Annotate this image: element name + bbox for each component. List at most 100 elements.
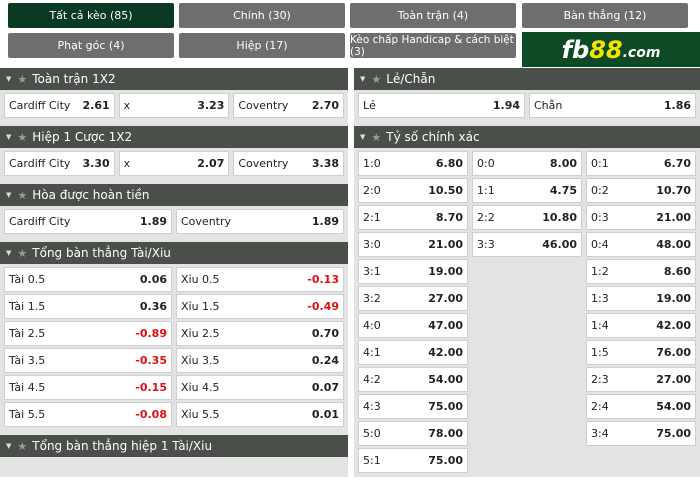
odds-cell[interactable]: 1:2 8.60 (586, 259, 696, 284)
odds-cell[interactable]: 4:1 42.00 (358, 340, 468, 365)
caret-down-icon[interactable]: ▼ (6, 133, 12, 141)
odds-cell[interactable]: 3:0 21.00 (358, 232, 468, 257)
star-icon[interactable]: ★ (371, 72, 382, 86)
odds-cell[interactable]: 1:3 19.00 (586, 286, 696, 311)
caret-down-icon[interactable]: ▼ (6, 75, 12, 83)
caret-down-icon[interactable]: ▼ (360, 75, 366, 83)
odds-cell[interactable]: x 3.23 (118, 93, 230, 118)
odds-cell[interactable]: 3:1 19.00 (358, 259, 468, 284)
odds-cell[interactable]: 2:0 10.50 (358, 178, 468, 203)
odds-cell[interactable]: Cardiff City 1.89 (4, 209, 172, 234)
odds-row: 2:1 8.70 2:2 10.80 0:3 21.00 (358, 205, 696, 230)
odds-cell[interactable]: 4:2 54.00 (358, 367, 468, 392)
odds-cell[interactable]: Coventry 1.89 (176, 209, 344, 234)
odds-label: 5:0 (363, 427, 381, 440)
odds-label: Xỉu 3.5 (181, 354, 220, 367)
odds-value: 19.00 (656, 292, 691, 305)
caret-down-icon[interactable]: ▼ (6, 249, 12, 257)
odds-label: Tài 5.5 (9, 408, 46, 421)
odds-cell[interactable]: Xỉu 2.5 0.70 (176, 321, 344, 346)
odds-cell[interactable]: Tài 2.5 -0.89 (4, 321, 172, 346)
odds-cell[interactable]: 5:0 78.00 (358, 421, 468, 446)
section-header[interactable]: ▼ ★ Lẻ/Chẵn (354, 68, 700, 90)
odds-cell[interactable]: 2:3 27.00 (586, 367, 696, 392)
section-title: Tổng bàn thẳng Tài/Xiu (32, 246, 171, 260)
odds-cell[interactable]: 2:1 8.70 (358, 205, 468, 230)
caret-down-icon[interactable]: ▼ (360, 133, 366, 141)
odds-cell[interactable]: 3:4 75.00 (586, 421, 696, 446)
odds-cell[interactable]: Tài 5.5 -0.08 (4, 402, 172, 427)
star-icon[interactable]: ★ (17, 188, 28, 202)
odds-label: 2:1 (363, 211, 381, 224)
odds-row: 5:1 75.00 (358, 448, 696, 473)
section-header[interactable]: ▼ ★ Toàn trận 1X2 (0, 68, 348, 90)
odds-value: 21.00 (656, 211, 691, 224)
odds-cell[interactable]: 0:3 21.00 (586, 205, 696, 230)
odds-cell[interactable]: 1:1 4.75 (472, 178, 582, 203)
odds-label: 4:3 (363, 400, 381, 413)
tab-half[interactable]: Hiệp (17) (179, 33, 345, 58)
star-icon[interactable]: ★ (17, 439, 28, 453)
star-icon[interactable]: ★ (17, 246, 28, 260)
odds-row: 3:0 21.00 3:3 46.00 0:4 48.00 (358, 232, 696, 257)
odds-cell[interactable]: 3:3 46.00 (472, 232, 582, 257)
odds-cell[interactable]: Tài 1.5 0.36 (4, 294, 172, 319)
odds-cell[interactable]: 5:1 75.00 (358, 448, 468, 473)
odds-cell[interactable]: 4:0 47.00 (358, 313, 468, 338)
tab-handicap[interactable]: Kèo chấp Handicap & cách biệt (3) (350, 33, 516, 58)
odds-cell[interactable]: 2:4 54.00 (586, 394, 696, 419)
odds-value: 19.00 (428, 265, 463, 278)
caret-down-icon[interactable]: ▼ (6, 442, 12, 450)
tab-goals[interactable]: Bàn thẳng (12) (522, 3, 688, 28)
odds-cell[interactable]: 1:4 42.00 (586, 313, 696, 338)
odds-cell[interactable]: Xỉu 4.5 0.07 (176, 375, 344, 400)
odds-cell[interactable]: 0:4 48.00 (586, 232, 696, 257)
section-header[interactable]: ▼ ★ Tổng bàn thẳng Tài/Xiu (0, 242, 348, 264)
odds-value: 42.00 (428, 346, 463, 359)
odds-cell[interactable]: Lẻ 1.94 (358, 93, 525, 118)
odds-value: 0.24 (311, 354, 339, 367)
section-header[interactable]: ▼ ★ Tỷ số chính xác (354, 126, 700, 148)
tab-all[interactable]: Tất cả kèo (85) (8, 3, 174, 28)
odds-cell[interactable]: Chẵn 1.86 (529, 93, 696, 118)
odds-cell[interactable]: 4:3 75.00 (358, 394, 468, 419)
odds-cell[interactable]: Cardiff City 2.61 (4, 93, 115, 118)
odds-label: 4:2 (363, 373, 381, 386)
odds-cell[interactable]: 2:2 10.80 (472, 205, 582, 230)
odds-value: 3.38 (311, 157, 340, 170)
fb88-logo: fb 88 .com (522, 32, 700, 67)
section-header[interactable]: ▼ ★ Tổng bàn thẳng hiệp 1 Tài/Xiu (0, 435, 348, 457)
odds-cell[interactable]: Xỉu 1.5 -0.49 (176, 294, 344, 319)
odds-cell[interactable]: x 2.07 (118, 151, 230, 176)
odds-cell[interactable]: 0:0 8.00 (472, 151, 582, 176)
odds-label: 1:2 (591, 265, 609, 278)
tab-corners[interactable]: Phạt góc (4) (8, 33, 174, 58)
star-icon[interactable]: ★ (17, 130, 28, 144)
odds-row: Cardiff City 2.61 x 3.23 Coventry 2.70 (4, 93, 345, 118)
section-header[interactable]: ▼ ★ Hòa được hoàn tiền (0, 184, 348, 206)
tab-full-match[interactable]: Toàn trận (4) (350, 3, 516, 28)
odds-cell[interactable]: 1:5 76.00 (586, 340, 696, 365)
odds-cell[interactable]: Coventry 2.70 (233, 93, 345, 118)
odds-cell[interactable]: Xỉu 5.5 0.01 (176, 402, 344, 427)
odds-cell[interactable]: Coventry 3.38 (233, 151, 345, 176)
section-header[interactable]: ▼ ★ Hiệp 1 Cược 1X2 (0, 126, 348, 148)
star-icon[interactable]: ★ (17, 72, 28, 86)
odds-label: Coventry (238, 157, 289, 170)
odds-cell[interactable]: 3:2 27.00 (358, 286, 468, 311)
odds-cell[interactable]: 0:1 6.70 (586, 151, 696, 176)
odds-cell[interactable]: Tài 0.5 0.06 (4, 267, 172, 292)
odds-cell[interactable]: 1:0 6.80 (358, 151, 468, 176)
odds-cell[interactable]: Xỉu 0.5 -0.13 (176, 267, 344, 292)
odds-cell[interactable]: Xỉu 3.5 0.24 (176, 348, 344, 373)
odds-cell[interactable]: 0:2 10.70 (586, 178, 696, 203)
tab-main[interactable]: Chính (30) (179, 3, 345, 28)
odds-value: 54.00 (428, 373, 463, 386)
odds-label: 1:1 (477, 184, 495, 197)
odds-cell[interactable]: Cardiff City 3.30 (4, 151, 115, 176)
odds-cell[interactable]: Tài 4.5 -0.15 (4, 375, 172, 400)
odds-label: 3:3 (477, 238, 495, 251)
odds-cell[interactable]: Tài 3.5 -0.35 (4, 348, 172, 373)
caret-down-icon[interactable]: ▼ (6, 191, 12, 199)
star-icon[interactable]: ★ (371, 130, 382, 144)
